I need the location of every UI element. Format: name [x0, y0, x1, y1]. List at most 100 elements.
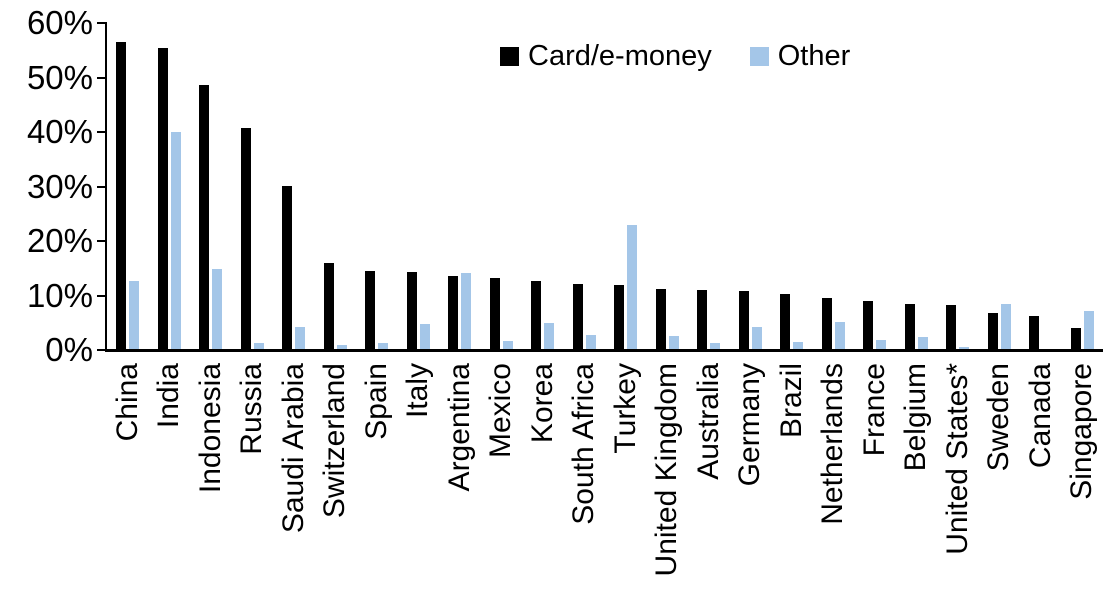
x-axis-label-germany: Germany [733, 363, 767, 487]
bar-group-united-states [937, 22, 979, 349]
x-cell-canada: Canada [1020, 356, 1062, 594]
bar-group-australia [688, 22, 730, 349]
bar-group-mexico [481, 22, 523, 349]
y-axis-label: 20% [26, 222, 93, 259]
bar-group-russia [232, 22, 274, 349]
x-axis-label-sweden: Sweden [982, 363, 1016, 472]
bar-card-e-money-korea [531, 281, 542, 349]
y-axis-tick [97, 76, 105, 79]
bar-card-e-money-argentina [448, 276, 459, 349]
bar-other-belgium [917, 337, 928, 349]
bar-group-italy [398, 22, 440, 349]
bar-group-korea [522, 22, 564, 349]
bar-card-e-money-italy [406, 271, 417, 349]
x-cell-brazil: Brazil [771, 356, 813, 594]
x-axis-line [105, 349, 1103, 352]
plot-area [107, 22, 1103, 349]
x-cell-saudi-arabia: Saudi Arabia [273, 356, 315, 594]
bar-other-netherlands [834, 321, 845, 349]
bar-card-e-money-mexico [489, 278, 500, 349]
bar-group-canada [1020, 22, 1062, 349]
y-axis-tick [97, 294, 105, 297]
bar-group-brazil [771, 22, 813, 349]
bar-group-switzerland [315, 22, 357, 349]
bar-other-france [876, 339, 887, 349]
x-axis-label-switzerland: Switzerland [318, 363, 352, 519]
legend: Card/e-money Other [500, 42, 850, 71]
bar-card-e-money-brazil [780, 294, 791, 349]
bar-group-indonesia [190, 22, 232, 349]
x-axis-label-russia: Russia [235, 363, 269, 455]
bar-group-south-africa [564, 22, 606, 349]
bar-group-saudi-arabia [273, 22, 315, 349]
bar-card-e-money-belgium [904, 303, 915, 349]
legend-swatch-card-e-money-icon [500, 47, 519, 66]
x-cell-sweden: Sweden [979, 356, 1021, 594]
bar-other-brazil [793, 341, 804, 349]
y-axis-label: 40% [26, 113, 93, 150]
bar-group-china [107, 22, 149, 349]
x-cell-china: China [107, 356, 149, 594]
x-axis-label-netherlands: Netherlands [816, 363, 850, 525]
bar-group-argentina [439, 22, 481, 349]
bar-other-sweden [1000, 304, 1011, 349]
bar-group-belgium [896, 22, 938, 349]
bar-other-australia [710, 343, 721, 349]
bar-other-india [170, 131, 181, 349]
y-axis-tick [97, 240, 105, 242]
x-axis-label-south-africa: South Africa [567, 363, 601, 525]
x-axis-labels: China India Indonesia Russia Saudi Arabia Swi… [107, 356, 1103, 594]
x-axis-label-mexico: Mexico [484, 363, 518, 459]
bar-card-e-money-singapore [1070, 327, 1081, 349]
x-axis-label-indonesia: Indonesia [193, 363, 227, 494]
bar-card-e-money-russia [240, 127, 251, 349]
x-cell-australia: Australia [688, 356, 730, 594]
bar-card-e-money-netherlands [821, 298, 832, 349]
bar-group-france [854, 22, 896, 349]
y-axis-tick [97, 131, 105, 133]
bar-card-e-money-united-states [946, 305, 957, 349]
x-axis-label-turkey: Turkey [608, 363, 642, 454]
x-axis-label-canada: Canada [1023, 363, 1057, 469]
x-cell-turkey: Turkey [605, 356, 647, 594]
x-axis-label-france: France [857, 363, 891, 457]
x-cell-spain: Spain [356, 356, 398, 594]
bar-other-china [129, 281, 140, 349]
legend-item-other: Other [749, 42, 850, 71]
bar-group-sweden [979, 22, 1021, 349]
y-axis-label: 0% [45, 331, 93, 368]
x-cell-south-africa: South Africa [564, 356, 606, 594]
x-cell-india: India [149, 356, 191, 594]
x-axis-label-saudi-arabia: Saudi Arabia [276, 363, 310, 534]
legend-item-card-e-money: Card/e-money [500, 42, 712, 71]
legend-label-card-e-money: Card/e-money [528, 40, 712, 72]
bar-other-united-states [959, 347, 970, 349]
x-cell-united-states: United States* [937, 356, 979, 594]
y-axis-label: 10% [26, 276, 93, 314]
bar-other-united-kingdom [668, 335, 679, 349]
bar-card-e-money-indonesia [199, 85, 210, 349]
bar-card-e-money-sweden [987, 313, 998, 349]
bar-card-e-money-france [863, 301, 874, 349]
bar-card-e-money-south-africa [572, 284, 583, 349]
x-axis-label-spain: Spain [359, 363, 393, 440]
bar-other-korea [544, 323, 555, 349]
y-axis-tick [97, 185, 105, 188]
x-cell-france: France [854, 356, 896, 594]
x-axis-label-united-kingdom: United Kingdom [650, 363, 684, 577]
bar-card-e-money-united-kingdom [655, 288, 666, 349]
bar-group-turkey [605, 22, 647, 349]
bar-other-germany [751, 327, 762, 349]
bar-other-saudi-arabia [295, 327, 306, 349]
x-cell-indonesia: Indonesia [190, 356, 232, 594]
x-axis-label-brazil: Brazil [774, 363, 808, 439]
bar-card-e-money-china [116, 41, 127, 349]
bar-group-spain [356, 22, 398, 349]
bar-other-italy [419, 323, 430, 349]
bar-other-mexico [502, 341, 513, 349]
bar-card-e-money-germany [738, 290, 749, 349]
bar-other-south-africa [585, 335, 596, 349]
bar-other-switzerland [336, 344, 347, 349]
x-cell-argentina: Argentina [439, 356, 481, 594]
